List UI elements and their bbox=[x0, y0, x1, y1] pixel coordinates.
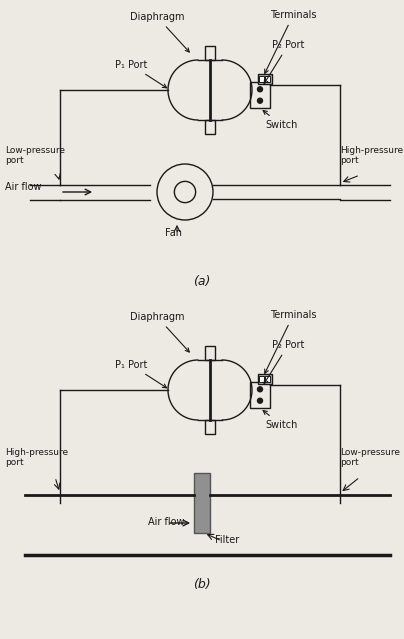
Bar bbox=[250, 382, 270, 408]
Bar bbox=[205, 346, 215, 360]
Text: (a): (a) bbox=[193, 275, 211, 288]
Circle shape bbox=[257, 87, 263, 92]
Bar bbox=[250, 82, 270, 108]
Text: P₂ Port: P₂ Port bbox=[264, 40, 304, 84]
Text: Air flow: Air flow bbox=[148, 517, 185, 527]
Circle shape bbox=[257, 387, 263, 392]
Text: Fan: Fan bbox=[164, 228, 181, 238]
Text: Diaphragm: Diaphragm bbox=[130, 12, 189, 52]
Text: Air flow: Air flow bbox=[5, 182, 42, 192]
Text: High-pressure
port: High-pressure port bbox=[340, 146, 403, 165]
Text: Terminals: Terminals bbox=[265, 310, 316, 373]
Text: Terminals: Terminals bbox=[265, 10, 316, 73]
Circle shape bbox=[257, 398, 263, 403]
Text: P₁ Port: P₁ Port bbox=[115, 360, 166, 388]
Text: Filter: Filter bbox=[215, 535, 239, 545]
Bar bbox=[259, 376, 264, 382]
Bar bbox=[259, 76, 264, 82]
Circle shape bbox=[175, 181, 196, 203]
Text: Switch: Switch bbox=[263, 111, 297, 130]
Bar bbox=[265, 76, 270, 82]
Text: P₂ Port: P₂ Port bbox=[264, 340, 304, 383]
Circle shape bbox=[157, 164, 213, 220]
Bar bbox=[205, 120, 215, 134]
Bar bbox=[194, 473, 210, 533]
Text: Switch: Switch bbox=[263, 410, 297, 430]
Circle shape bbox=[257, 98, 263, 104]
Text: (b): (b) bbox=[193, 578, 211, 591]
Text: Diaphragm: Diaphragm bbox=[130, 312, 189, 352]
Bar bbox=[205, 420, 215, 434]
Bar bbox=[265, 376, 270, 382]
Text: P₁ Port: P₁ Port bbox=[115, 60, 166, 88]
Bar bbox=[258, 74, 272, 84]
Bar bbox=[258, 374, 272, 384]
Text: Low-pressure
port: Low-pressure port bbox=[340, 447, 400, 467]
Text: High-pressure
port: High-pressure port bbox=[5, 447, 68, 467]
Bar bbox=[205, 46, 215, 60]
Text: Low-pressure
port: Low-pressure port bbox=[5, 146, 65, 165]
